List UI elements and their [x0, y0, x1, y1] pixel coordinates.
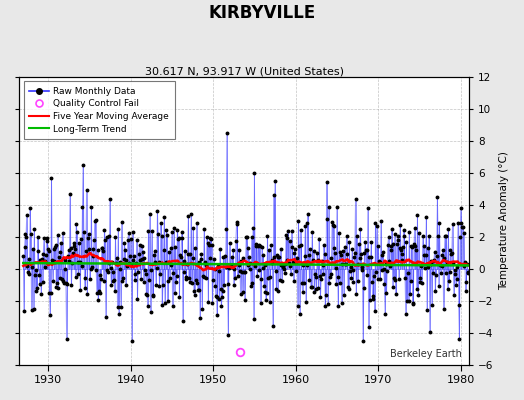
Title: 30.617 N, 93.917 W (United States): 30.617 N, 93.917 W (United States): [145, 66, 344, 76]
Legend: Raw Monthly Data, Quality Control Fail, Five Year Moving Average, Long-Term Tren: Raw Monthly Data, Quality Control Fail, …: [24, 81, 174, 139]
Text: KIRBYVILLE: KIRBYVILLE: [209, 4, 315, 22]
Y-axis label: Temperature Anomaly (°C): Temperature Anomaly (°C): [499, 151, 509, 290]
Text: Berkeley Earth: Berkeley Earth: [390, 349, 462, 359]
